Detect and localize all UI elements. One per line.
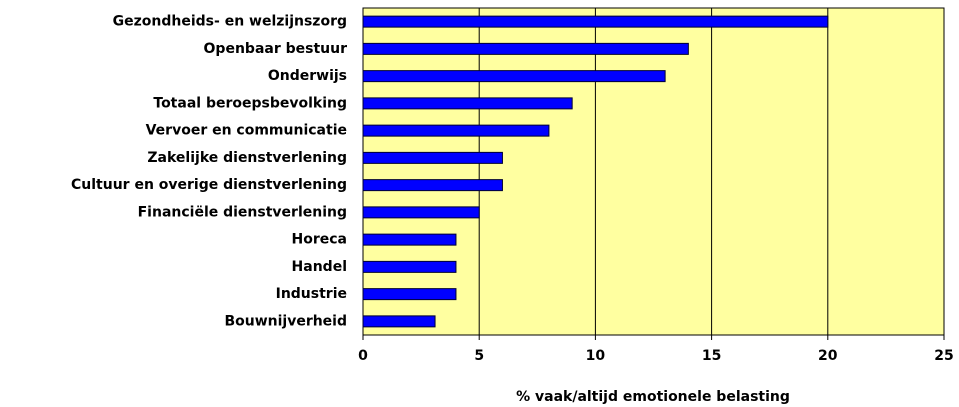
bar xyxy=(362,15,829,28)
bar xyxy=(362,179,503,192)
plot-area xyxy=(362,7,945,336)
y-tick-label: Handel xyxy=(292,259,347,275)
x-tick-label: 15 xyxy=(702,348,721,364)
x-tick-label: 10 xyxy=(586,348,606,364)
y-tick-label: Onderwijs xyxy=(268,68,347,84)
y-tick-label: Gezondheids- en welzijnszorg xyxy=(113,14,347,30)
x-tick-label: 25 xyxy=(934,348,953,364)
bar xyxy=(362,260,457,273)
y-tick-label: Horeca xyxy=(292,232,347,248)
y-tick-label: Industrie xyxy=(276,286,347,302)
bar xyxy=(362,42,689,55)
bar xyxy=(362,97,573,110)
bar xyxy=(362,70,666,83)
x-axis-label: % vaak/altijd emotionele belasting xyxy=(516,389,790,405)
x-tick-label: 20 xyxy=(818,348,838,364)
x-tick-label: 0 xyxy=(358,348,368,364)
y-tick-label: Openbaar bestuur xyxy=(204,41,348,57)
y-tick-label: Cultuur en overige dienstverlening xyxy=(71,177,347,193)
y-tick-label: Bouwnijverheid xyxy=(224,313,347,329)
bar xyxy=(362,315,436,328)
y-tick-label: Zakelijke dienstverlening xyxy=(147,150,347,166)
bar xyxy=(362,233,457,246)
bar xyxy=(362,151,503,164)
bar xyxy=(362,124,550,137)
bar xyxy=(362,288,457,301)
x-tick-label: 5 xyxy=(474,348,484,364)
bar xyxy=(362,206,480,219)
y-tick-label: Totaal beroepsbevolking xyxy=(153,95,347,111)
y-tick-label: Financiële dienstverlening xyxy=(138,204,347,220)
y-tick-label: Vervoer en communicatie xyxy=(146,123,347,139)
